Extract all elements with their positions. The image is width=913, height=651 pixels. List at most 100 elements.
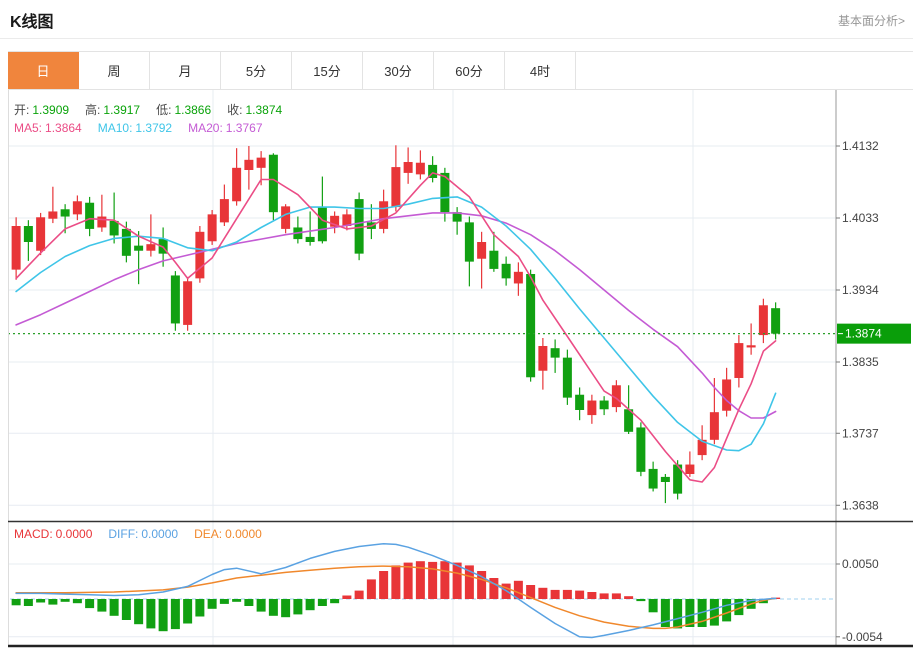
axis-layer: 1.4132 1.4033 1.3934 1.3835 1.3737 1.3638 0.00… <box>836 139 883 644</box>
header-divider <box>0 38 913 39</box>
macd-bar <box>415 561 425 599</box>
candle-body <box>219 199 229 223</box>
candle-body <box>513 271 523 284</box>
macd-bar <box>538 587 548 599</box>
candle-body <box>624 409 634 432</box>
macd-bar <box>489 578 499 599</box>
candle-body <box>734 343 744 378</box>
candle-body <box>11 226 21 270</box>
macd-bar <box>23 599 33 606</box>
high-value: 1.3917 <box>103 103 141 117</box>
close-label: 收: <box>227 103 243 117</box>
macd-bar <box>709 599 719 626</box>
tab-30min[interactable]: 30分 <box>363 52 434 89</box>
candle-body <box>256 157 266 168</box>
candle-body <box>562 357 572 398</box>
candle-body <box>330 215 340 227</box>
candle-body <box>464 222 474 262</box>
macd-bar <box>134 599 144 625</box>
macd-bar <box>207 599 217 609</box>
high-label: 高: <box>85 103 101 117</box>
candle-body <box>538 346 548 371</box>
dea-label: DEA: <box>194 527 223 541</box>
candle-body <box>403 162 413 173</box>
macd-bar <box>146 599 156 629</box>
candle-body <box>489 250 499 269</box>
candle-body <box>379 201 389 229</box>
ma5-value: 1.3864 <box>45 121 82 135</box>
candle-body <box>207 214 217 242</box>
macd-bar <box>342 595 352 599</box>
ma10-line <box>15 196 777 452</box>
macd-readout: MACD: 0.0000 DIFF: 0.0000 DEA: 0.0000 <box>14 527 262 541</box>
axis-label: 1.4033 <box>842 211 879 225</box>
candle-body <box>317 207 327 242</box>
current-price-tag-bg <box>837 323 911 344</box>
candle-body <box>268 154 278 213</box>
candle-body <box>685 464 695 474</box>
candle-body <box>440 172 450 213</box>
grid-layer <box>8 90 836 645</box>
macd-bar <box>232 599 242 602</box>
candle-body <box>48 211 58 219</box>
candle-body <box>428 164 438 178</box>
tab-15min[interactable]: 15分 <box>292 52 363 89</box>
tab-4hour[interactable]: 4时 <box>505 52 576 89</box>
tab-60min[interactable]: 60分 <box>434 52 505 89</box>
macd-bar <box>477 571 487 599</box>
macd-bar <box>526 585 536 599</box>
macd-bar <box>219 599 229 604</box>
candle-body <box>244 159 254 170</box>
macd-bar <box>660 599 670 627</box>
macd-bar <box>281 599 291 618</box>
tab-week[interactable]: 周 <box>79 52 150 89</box>
macd-bar <box>305 599 315 611</box>
candle-body <box>722 379 732 411</box>
tab-5min[interactable]: 5分 <box>221 52 292 89</box>
low-value: 1.3866 <box>174 103 212 117</box>
candle-body <box>36 217 46 251</box>
ma-readout: MA5: 1.3864 MA10: 1.3792 MA20: 1.3767 <box>14 121 263 135</box>
candle-body <box>97 216 107 228</box>
macd-bar <box>36 599 46 603</box>
tab-month[interactable]: 月 <box>150 52 221 89</box>
macd-bar <box>60 599 70 602</box>
macd-bar <box>673 599 683 629</box>
candle-body <box>232 167 242 202</box>
candle-body <box>771 308 781 334</box>
candle-body <box>697 439 707 456</box>
ma10-label: MA10: <box>97 121 133 135</box>
macd-bar <box>97 599 107 612</box>
macd-bar <box>722 599 732 622</box>
low-label: 低: <box>156 103 172 117</box>
tab-day[interactable]: 日 <box>8 52 79 89</box>
candle-body <box>611 385 621 408</box>
macd-bar <box>513 580 523 599</box>
candle-body <box>183 281 193 325</box>
ma20-line <box>15 212 777 419</box>
axis-label: -0.0054 <box>842 630 883 644</box>
candle-body <box>660 476 670 482</box>
candle-body <box>170 275 180 324</box>
macd-bar <box>317 599 327 606</box>
macd-bar <box>268 599 278 616</box>
diff-label: DIFF: <box>108 527 139 541</box>
macd-bar <box>428 561 438 599</box>
candle-body <box>746 345 756 348</box>
macd-bar <box>293 599 303 615</box>
macd-value: 0.0000 <box>55 527 93 541</box>
fundamental-analysis-link[interactable]: 基本面分析> <box>837 14 905 28</box>
macd-bar <box>611 593 621 599</box>
candle-body <box>477 242 487 259</box>
axis-label: 1.4132 <box>842 139 879 153</box>
period-tab-bar: 日周月 5分 15分 30分 60分 4时 <box>8 51 913 90</box>
candle-body <box>452 212 462 222</box>
candle-body <box>673 464 683 494</box>
candle-body <box>281 206 291 229</box>
ma20-label: MA20: <box>188 121 223 135</box>
macd-bar <box>391 565 401 599</box>
candle-body <box>134 245 144 251</box>
macd-bar <box>734 599 744 616</box>
axis-label: 1.3638 <box>842 498 879 512</box>
